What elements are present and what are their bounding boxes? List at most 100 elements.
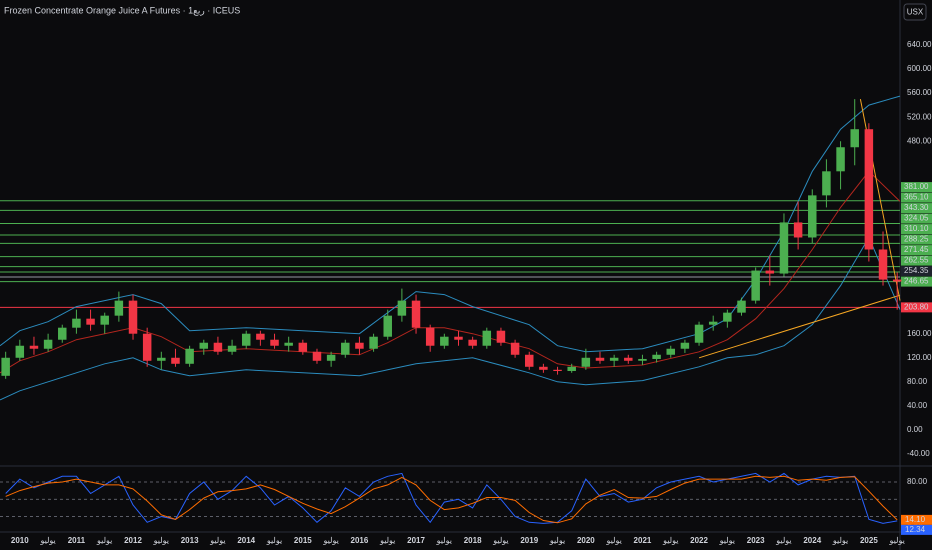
candle-body — [142, 333, 152, 361]
candle-body — [567, 366, 576, 371]
level-label: 246.65 — [904, 277, 929, 286]
x-year-label: 2020 — [577, 536, 595, 545]
candle-body — [468, 339, 477, 346]
oscillator-line — [5, 475, 898, 524]
x-year-label: 2024 — [803, 536, 821, 545]
candle-body — [241, 333, 251, 346]
candle-body — [312, 351, 322, 361]
candle-body — [29, 345, 39, 349]
candle-body — [808, 195, 817, 238]
candle-body — [369, 336, 378, 349]
candle-body — [765, 270, 775, 274]
candle-body — [383, 315, 392, 337]
chart-title: Frozen Concentrate Orange Juice A Future… — [4, 5, 240, 16]
level-label: 271.45 — [904, 245, 929, 254]
candle-body — [581, 357, 591, 367]
candle-body — [15, 345, 25, 358]
y-tick-label: 560.00 — [907, 88, 932, 97]
y-tick-label: 520.00 — [907, 112, 932, 121]
x-tick-label: يوليو — [719, 536, 735, 545]
x-year-label: 2010 — [11, 536, 29, 545]
x-tick-label: يوليو — [96, 536, 112, 545]
overlay-line — [0, 170, 901, 374]
level-label-bg — [901, 302, 932, 313]
candle-body — [270, 339, 279, 346]
x-tick-label: يوليو — [266, 536, 282, 545]
value-label: 14.10 — [905, 515, 926, 524]
level-label: 381.00 — [904, 182, 929, 191]
candle-body — [553, 369, 562, 371]
level-label: 310.10 — [904, 224, 929, 233]
candle-body — [114, 300, 124, 316]
candle-body — [822, 171, 831, 196]
candle-body — [199, 342, 209, 349]
candle-body — [157, 357, 166, 361]
currency-button[interactable] — [903, 3, 927, 21]
x-year-label: 2019 — [520, 536, 538, 545]
candle-body — [737, 300, 746, 313]
currency[interactable]: USX — [907, 8, 924, 17]
candle-body — [482, 330, 492, 346]
level-label-bg — [901, 245, 932, 256]
x-tick-label: يوليو — [775, 536, 791, 545]
level-label-bg — [901, 182, 932, 193]
candle-body — [284, 342, 293, 346]
y-tick-label: 480.00 — [907, 136, 932, 145]
y-tick-label: 640.00 — [907, 40, 932, 49]
candle-body — [708, 321, 718, 325]
candle-body — [213, 342, 223, 352]
x-tick-label: يوليو — [492, 536, 508, 545]
x-year-label: 2015 — [294, 536, 312, 545]
value-label-bg — [901, 524, 932, 535]
candle-body — [666, 348, 675, 355]
x-tick-label: يوليو — [209, 536, 225, 545]
candle-body — [680, 342, 690, 349]
candle-body — [652, 354, 661, 359]
overlay-line — [0, 236, 901, 401]
level-label: 365.10 — [904, 193, 929, 202]
level-label: 262.55 — [904, 256, 929, 265]
overlay-line — [0, 95, 901, 353]
value-label: 12.34 — [905, 525, 926, 534]
candle-body — [850, 129, 859, 148]
candle-body — [425, 327, 435, 346]
candle-body — [1, 357, 10, 376]
x-year-label: 2021 — [634, 536, 652, 545]
candle-body — [793, 222, 803, 238]
x-tick-label: يوليو — [549, 536, 565, 545]
candle-body — [751, 270, 760, 301]
x-tick-label: يوليو — [153, 536, 169, 545]
value-label-bg — [901, 514, 932, 525]
candle-body — [694, 324, 704, 343]
y-tick-label: 0.00 — [907, 425, 923, 434]
candle-body — [525, 354, 534, 367]
x-year-label: 2014 — [237, 536, 255, 545]
candle-body — [256, 333, 265, 340]
x-year-label: 2022 — [690, 536, 708, 545]
x-tick-label: يوليو — [662, 536, 678, 545]
candle-body — [227, 345, 237, 352]
candle-body — [609, 357, 619, 361]
y-tick-label: 600.00 — [907, 64, 932, 73]
candle-body — [624, 357, 633, 361]
level-label: 254.35 — [904, 266, 929, 275]
candle-body — [326, 354, 336, 361]
x-tick-label: يوليو — [379, 536, 395, 545]
y-tick-label: -40.00 — [907, 449, 930, 458]
candle-body — [595, 357, 605, 361]
candle-body — [723, 312, 732, 322]
level-label: 203.80 — [904, 302, 929, 311]
x-year-label: 2017 — [407, 536, 425, 545]
x-tick-label: يوليو — [605, 536, 621, 545]
level-label-bg — [901, 203, 932, 214]
x-year-label: 2025 — [860, 536, 878, 545]
y-tick-label: 160.00 — [907, 329, 932, 338]
candle-body — [440, 336, 449, 346]
candle-body — [836, 147, 845, 172]
candle-body — [496, 330, 506, 343]
candle-body — [43, 339, 53, 349]
candle-body — [892, 279, 902, 282]
